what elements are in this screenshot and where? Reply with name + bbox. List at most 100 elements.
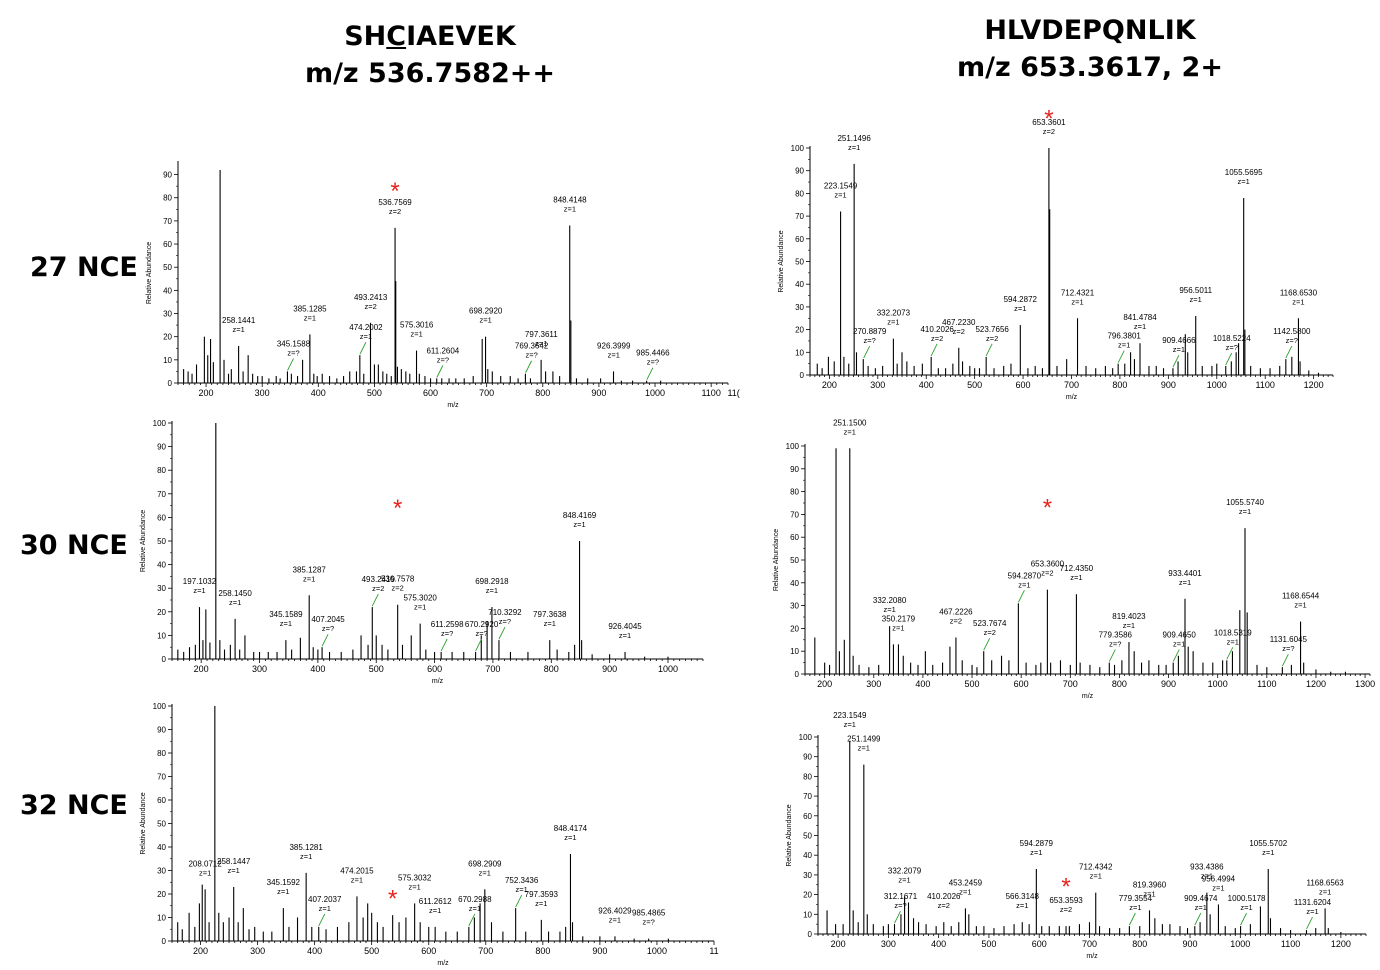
peak-mz-label: 653.3600: [1031, 560, 1065, 569]
x-tick-label: 800: [1112, 380, 1127, 390]
peak-mz-label: 926.4029: [598, 906, 632, 915]
y-tick-label: 20: [163, 333, 172, 342]
y-tick-label: 30: [803, 871, 812, 880]
right-precursor-mz: m/z 653.3617, 2+: [957, 52, 1223, 83]
peak-mz-label: 223.1549: [824, 182, 858, 191]
x-tick-label: 900: [1183, 939, 1198, 949]
peak-mz-label: 752.3436: [505, 876, 539, 885]
x-tick-label: 400: [311, 388, 326, 398]
x-tick-label: 900: [591, 388, 606, 398]
peak-charge-label: z=1: [564, 833, 576, 842]
peak-charge-label: z=?: [1282, 644, 1294, 653]
peak-charge-label: z=1: [1212, 883, 1224, 892]
peak-mz-label: 848.4174: [554, 824, 588, 833]
row-label-27-nce: 27 NCE: [30, 252, 138, 283]
peak-charge-label: z=1: [959, 887, 971, 896]
y-tick-label: 50: [163, 263, 172, 272]
y-tick-label: 90: [157, 443, 166, 452]
x-tick-label: 1200: [1306, 679, 1326, 689]
x-tick-label: 700: [478, 946, 493, 956]
label-connector: [359, 342, 367, 355]
peak-charge-label: z=1: [479, 868, 491, 877]
y-tick-label: 10: [157, 631, 166, 640]
label-connector: [436, 365, 444, 378]
y-tick-label: 70: [790, 510, 799, 519]
label-connector: [863, 345, 871, 359]
peak-charge-label: z=1: [1201, 872, 1213, 881]
peak-mz-label: 493.2419: [362, 575, 396, 584]
peak-charge-label: z=2: [389, 207, 401, 216]
label-connector: [440, 638, 448, 652]
peak-mz-label: 653.3601: [1032, 118, 1066, 127]
peak-mz-label: 796.3801: [1107, 332, 1141, 341]
peak-charge-label: z=1: [1123, 621, 1135, 630]
peak-mz-label: 523.7674: [973, 619, 1007, 628]
y-tick-label: 70: [157, 773, 166, 782]
peak-mz-label: 258.1441: [222, 316, 256, 325]
peak-charge-label: z=?: [1286, 336, 1298, 345]
peak-charge-label: z=1: [1143, 889, 1155, 898]
peak-charge-label: z=2: [372, 584, 384, 593]
peak-charge-label: z=1: [1179, 578, 1191, 587]
peak-charge-label: z=1: [408, 882, 420, 891]
x-tick-label: 500: [369, 664, 384, 674]
label-connector: [930, 343, 938, 357]
peak-charge-label: z=1: [1030, 848, 1042, 857]
peak-charge-label: z=1: [414, 603, 426, 612]
peak-mz-label: 407.2037: [308, 895, 342, 904]
x-tick-label: 200: [831, 939, 846, 949]
peak-mz-label: 258.1447: [217, 857, 251, 866]
y-tick-label: 70: [157, 490, 166, 499]
peak-charge-label: z=?: [475, 629, 487, 638]
peak-charge-label: z=1: [469, 904, 481, 913]
peak-mz-label: 819.4023: [1112, 612, 1146, 621]
x-tick-label: 300: [255, 388, 270, 398]
label-connector: [515, 894, 523, 908]
peak-mz-label: 1000.5178: [1228, 894, 1266, 903]
x-tick-label: 700: [479, 388, 494, 398]
peak-charge-label: z=1: [892, 623, 904, 632]
peak-charge-label: z=2: [986, 334, 998, 343]
label-connector: [646, 367, 654, 380]
y-tick-label: 100: [153, 419, 167, 428]
y-axis-title: Relative Abundance: [773, 529, 780, 591]
x-tick-label: 1000: [647, 946, 667, 956]
peak-mz-label: 956.5011: [1179, 286, 1212, 295]
right-peptide-sequence: HLVDEPQNLIK: [984, 15, 1196, 46]
y-tick-label: 0: [168, 379, 173, 388]
peak-mz-label: 769.3642: [515, 342, 549, 351]
peak-charge-label: z=1: [1090, 872, 1102, 881]
x-tick-label: 600: [1014, 679, 1029, 689]
peak-charge-label: z=2: [1060, 905, 1072, 914]
label-connector: [1225, 352, 1233, 366]
y-tick-label: 70: [795, 212, 804, 221]
y-tick-label: 90: [163, 171, 172, 180]
peak-mz-label: 670.2988: [458, 895, 492, 904]
peak-mz-label: 223.1549: [833, 711, 867, 720]
x-tick-label: 1000: [1207, 380, 1227, 390]
label-connector: [985, 343, 993, 357]
x-tick-label: 1100: [1256, 380, 1275, 390]
y-tick-label: 60: [803, 812, 812, 821]
x-tick-label: 800: [544, 664, 559, 674]
x-axis-title: m/z: [1066, 394, 1078, 401]
peak-charge-label: z=1: [1238, 177, 1250, 186]
y-tick-label: 10: [795, 348, 804, 357]
peak-mz-label: 1131.6204: [1294, 898, 1332, 907]
peak-charge-label: z=1: [1014, 304, 1026, 313]
x-tick-label: 500: [367, 388, 382, 398]
x-tick-label: 1200: [1331, 939, 1351, 949]
peak-mz-label: 208.0712: [188, 859, 222, 868]
peak-charge-label: z=1: [1262, 848, 1274, 857]
label-connector: [525, 360, 533, 373]
peak-charge-label: z=1: [1018, 580, 1030, 589]
y-tick-label: 0: [808, 930, 813, 939]
label-connector: [498, 626, 506, 640]
y-tick-label: 10: [803, 910, 812, 919]
x-tick-label: 600: [421, 946, 436, 956]
precursor-star-marker: *: [388, 886, 397, 913]
y-axis-title: Relative Abundance: [778, 230, 785, 292]
x-tick-label: 200: [822, 380, 837, 390]
